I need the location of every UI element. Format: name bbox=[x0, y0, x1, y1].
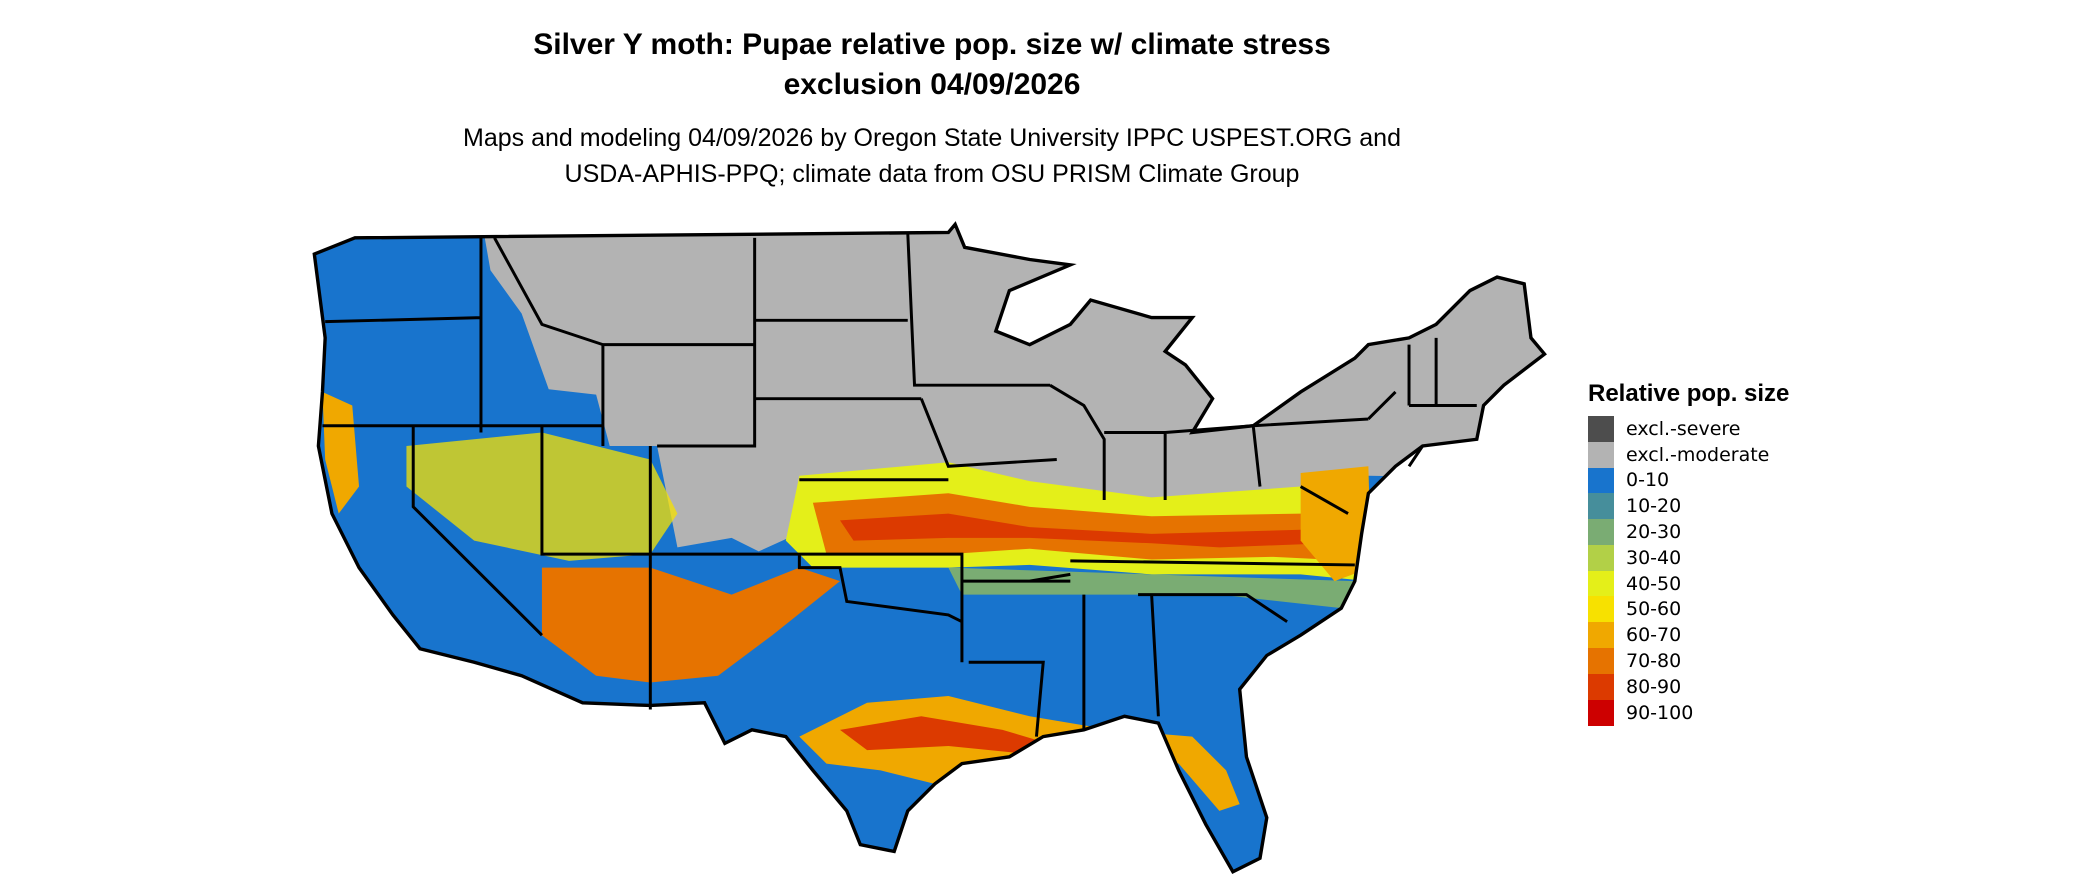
legend-label: 50-60 bbox=[1626, 598, 1682, 621]
legend-swatch bbox=[1588, 467, 1614, 494]
legend-item: 60-70 bbox=[1588, 622, 1789, 649]
map-subtitle-line-1: Maps and modeling 04/09/2026 by Oregon S… bbox=[463, 124, 1401, 152]
legend-swatch bbox=[1588, 493, 1614, 520]
legend-swatch bbox=[1588, 570, 1614, 597]
legend-label: excl.-moderate bbox=[1626, 443, 1770, 466]
legend-label: 60-70 bbox=[1626, 624, 1682, 647]
legend-item: 40-50 bbox=[1588, 570, 1789, 597]
legend-label: 80-90 bbox=[1626, 675, 1682, 698]
legend-swatch bbox=[1588, 596, 1614, 623]
legend-label: 40-50 bbox=[1626, 572, 1682, 595]
legend-label: 70-80 bbox=[1626, 650, 1682, 673]
legend-items: excl.-severe excl.-moderate 0-10 10-20 20-30… bbox=[1588, 415, 1789, 726]
state-borders bbox=[322, 232, 1477, 737]
legend-label: excl.-severe bbox=[1626, 417, 1741, 440]
legend-label: 30-40 bbox=[1626, 546, 1682, 569]
legend-item: 80-90 bbox=[1588, 673, 1789, 700]
legend-item: 0-10 bbox=[1588, 467, 1789, 494]
legend-title: Relative pop. size bbox=[1588, 380, 1790, 407]
legend-item: 70-80 bbox=[1588, 648, 1789, 675]
legend-label: 90-100 bbox=[1626, 701, 1694, 724]
legend-swatch bbox=[1588, 544, 1614, 571]
map-subtitle-line-2: USDA-APHIS-PPQ; climate data from OSU PR… bbox=[564, 160, 1300, 188]
legend-swatch bbox=[1588, 673, 1614, 700]
legend-swatch bbox=[1588, 622, 1614, 649]
legend-label: 0-10 bbox=[1626, 469, 1670, 492]
legend-item: excl.-moderate bbox=[1588, 441, 1789, 468]
legend-swatch bbox=[1588, 441, 1614, 468]
legend-item: 10-20 bbox=[1588, 493, 1789, 520]
legend-item: 90-100 bbox=[1588, 699, 1789, 726]
legend-item: 30-40 bbox=[1588, 544, 1789, 571]
map-zone-80-90 bbox=[840, 513, 1335, 548]
map-zone-gulf-core bbox=[840, 716, 1057, 755]
legend-item: 50-60 bbox=[1588, 596, 1789, 623]
legend-swatch bbox=[1588, 699, 1614, 726]
map-title-line-1: Silver Y moth: Pupae relative pop. size … bbox=[533, 28, 1331, 61]
map-zone-west-coast bbox=[322, 391, 360, 514]
legend-item: 20-30 bbox=[1588, 519, 1789, 546]
map-zone-southwest bbox=[541, 567, 840, 683]
legend-swatch bbox=[1588, 415, 1614, 442]
map-legend: Relative pop. size excl.-severe excl.-mod… bbox=[1588, 380, 1789, 726]
legend-swatch bbox=[1588, 519, 1614, 546]
legend-swatch bbox=[1588, 648, 1614, 675]
legend-label: 10-20 bbox=[1626, 495, 1682, 518]
legend-item: excl.-severe bbox=[1588, 415, 1789, 442]
map-title-line-2: exclusion 04/09/2026 bbox=[783, 68, 1081, 101]
legend-label: 20-30 bbox=[1626, 521, 1682, 544]
